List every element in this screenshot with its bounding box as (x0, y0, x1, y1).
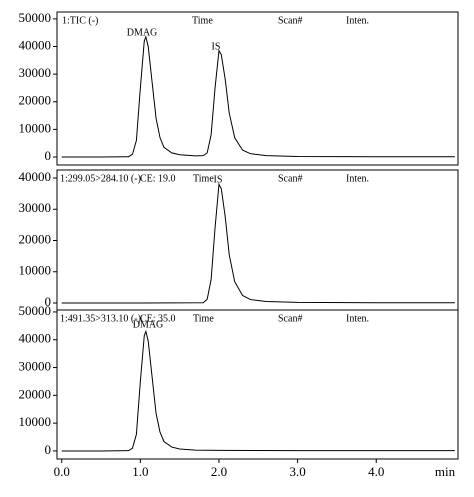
x-tick-label: 4.0 (368, 464, 384, 479)
y-tick-label: 50000 (19, 10, 52, 25)
panel-header: Time (193, 173, 214, 184)
y-tick-label: 0 (45, 442, 52, 457)
y-tick-label: 30000 (19, 359, 52, 374)
y-tick-label: 20000 (19, 231, 52, 246)
panel-header: CE: 35.0 (140, 313, 176, 324)
panel-header: 1:491.35>313.10 (-) (60, 313, 141, 324)
y-tick-label: 10000 (19, 414, 52, 429)
panel-header: CE: 19.0 (140, 173, 176, 184)
trace (61, 329, 455, 452)
y-tick-label: 10000 (19, 263, 52, 278)
y-tick-label: 30000 (19, 200, 52, 215)
peak-label: IS (214, 174, 223, 185)
y-tick-label: 40000 (19, 169, 52, 184)
y-tick-label: 30000 (19, 65, 52, 80)
panel-header: Scan# (278, 313, 302, 324)
trace (61, 182, 455, 304)
y-tick-label: 40000 (19, 38, 52, 53)
panel-header: Scan# (278, 173, 302, 184)
x-tick-label: 0.0 (54, 464, 70, 479)
y-tick-label: 10000 (19, 120, 52, 135)
x-tick-label: 2.0 (211, 464, 227, 479)
panel-header: Inten. (346, 15, 369, 26)
peak-label: DMAG (133, 319, 164, 330)
panel-header: Time (193, 313, 214, 324)
panel-header: Inten. (346, 313, 369, 324)
x-tick-label: 1.0 (132, 464, 148, 479)
panel-header: 1:TIC (-) (62, 15, 98, 26)
y-tick-label: 0 (45, 294, 52, 309)
peak-label: IS (212, 41, 221, 52)
y-tick-label: 20000 (19, 93, 52, 108)
y-tick-label: 0 (45, 148, 52, 163)
x-tick-label: 3.0 (289, 464, 305, 479)
panel-header: 1:299.05>284.10 (-) (60, 173, 141, 184)
y-tick-label: 40000 (19, 331, 52, 346)
panel-frame (56, 309, 459, 460)
y-tick-label: 50000 (19, 303, 52, 318)
panel-header: Inten. (346, 173, 369, 184)
panel-frame (56, 169, 459, 311)
panel-frame (56, 11, 459, 166)
y-tick-label: 20000 (19, 386, 52, 401)
panel-header: Scan# (278, 15, 302, 26)
peak-label: DMAG (127, 27, 158, 38)
trace (61, 35, 455, 158)
x-axis-label: min (435, 464, 456, 479)
panel-header: Time (192, 15, 213, 26)
